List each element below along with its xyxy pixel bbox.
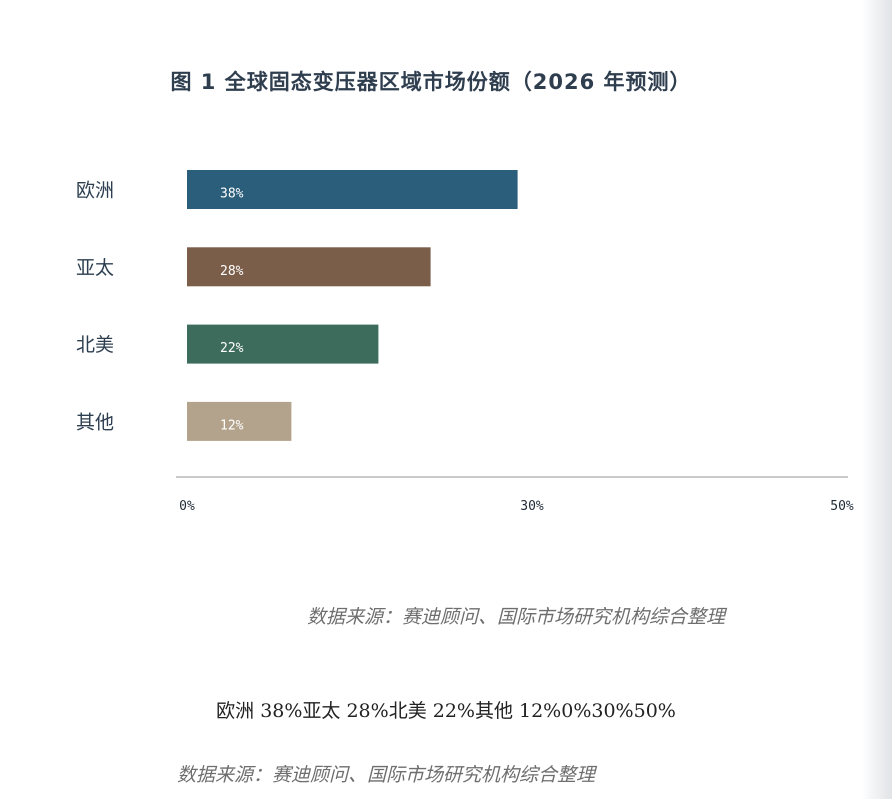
bar-chart: 欧洲 38% 亚太 28% 北美 22% 其他 12% 0% 30% 50% xyxy=(76,170,854,514)
source-note-secondary: 数据来源：赛迪顾问、国际市场研究机构综合整理 xyxy=(176,764,595,786)
bar xyxy=(187,247,431,287)
bar-value-label: 28% xyxy=(220,264,244,279)
x-tick-label: 30% xyxy=(520,499,544,514)
bar-value-label: 38% xyxy=(220,187,244,202)
x-tick-label: 50% xyxy=(830,499,854,514)
category-label: 北美 xyxy=(76,334,114,356)
chart-title: 图 1 全球固态变压器区域市场份额（2026 年预测） xyxy=(170,70,692,94)
bar xyxy=(187,324,379,364)
page-edge-shadow xyxy=(862,0,892,799)
source-note: 数据来源：赛迪顾问、国际市场研究机构综合整理 xyxy=(306,606,725,628)
bar xyxy=(187,170,518,209)
bar-value-label: 12% xyxy=(220,418,244,433)
category-label: 欧洲 xyxy=(76,180,114,202)
bar-value-label: 22% xyxy=(220,341,244,356)
bar xyxy=(187,401,292,441)
category-label: 其他 xyxy=(76,411,114,433)
x-axis-ticks: 0% 30% 50% xyxy=(179,499,854,514)
x-tick-label: 0% xyxy=(179,499,195,514)
fallback-text: 欧洲 38%亚太 28%北美 22%其他 12%0%30%50% xyxy=(216,700,676,722)
category-label: 亚太 xyxy=(76,257,114,279)
bars-group: 欧洲 38% 亚太 28% 北美 22% 其他 12% xyxy=(76,170,518,441)
